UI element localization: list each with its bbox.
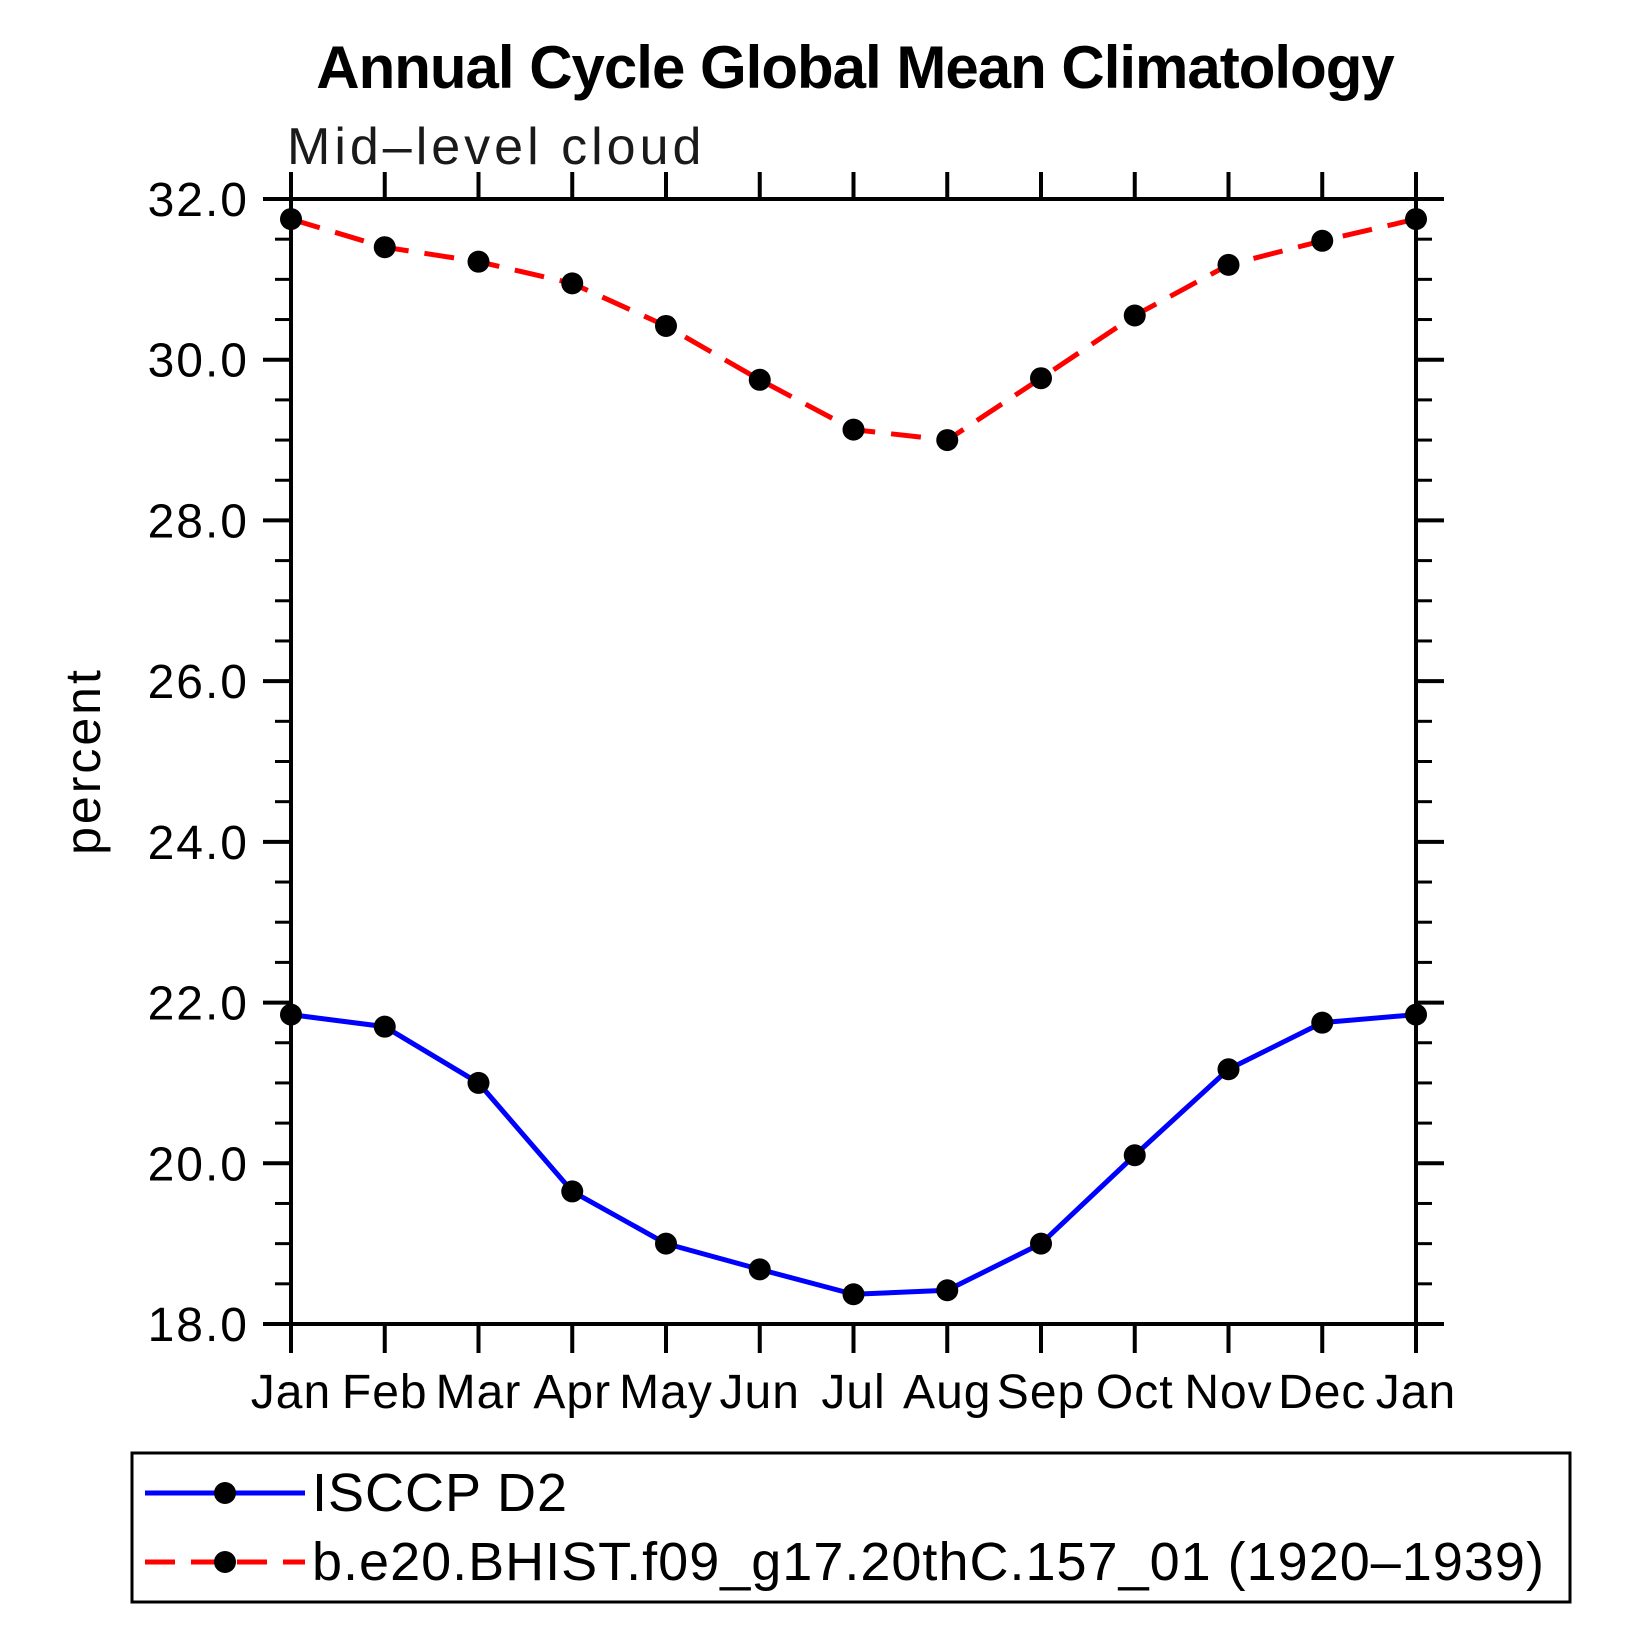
y-axis-ticks bbox=[263, 197, 1444, 1326]
series-line-model bbox=[290, 216, 1417, 443]
series-line-obs bbox=[290, 1012, 1417, 1297]
data-point-marker bbox=[561, 272, 584, 295]
data-point-marker bbox=[748, 1258, 771, 1281]
y-tick-labels: 18.0 20.0 22.0 24.0 26.0 28.0 30.0 32.0 bbox=[148, 174, 249, 1352]
y-tick-label: 20.0 bbox=[148, 1138, 249, 1191]
legend-border bbox=[130, 1451, 1572, 1604]
data-point-marker bbox=[655, 1232, 677, 1255]
y-tick-label: 28.0 bbox=[148, 495, 249, 548]
data-point-marker bbox=[1123, 1144, 1146, 1167]
plot-border bbox=[289, 197, 1418, 1326]
y-tick-label: 24.0 bbox=[148, 817, 249, 870]
legend-label: ISCCP D2 bbox=[312, 1463, 568, 1523]
data-point-marker bbox=[280, 1003, 302, 1026]
legend: ISCCP D2 b.e20.BHIST.f09_g17.20thC.157_01… bbox=[130, 1451, 1572, 1604]
x-tick-label: Oct bbox=[1096, 1366, 1174, 1419]
data-point-marker bbox=[280, 208, 302, 231]
y-tick-label: 22.0 bbox=[148, 978, 249, 1031]
x-tick-label: Aug bbox=[903, 1366, 991, 1419]
data-point-marker bbox=[373, 1015, 396, 1038]
legend-marker bbox=[214, 1482, 236, 1504]
x-tick-label: Nov bbox=[1184, 1366, 1272, 1419]
y-axis-title: percent bbox=[55, 667, 111, 855]
data-point-marker bbox=[1405, 208, 1427, 231]
x-tick-label: Jan bbox=[251, 1366, 331, 1419]
data-point-marker bbox=[936, 429, 959, 452]
data-point-marker bbox=[936, 1279, 959, 1302]
data-point-marker bbox=[1405, 1003, 1427, 1026]
x-tick-label: Dec bbox=[1278, 1366, 1366, 1419]
data-point-marker bbox=[842, 418, 865, 441]
y-tick-label: 30.0 bbox=[148, 335, 249, 388]
data-point-marker bbox=[1123, 304, 1146, 327]
data-point-marker bbox=[467, 1071, 490, 1094]
y-tick-label: 32.0 bbox=[148, 174, 249, 227]
x-tick-label: Jan bbox=[1376, 1366, 1456, 1419]
x-tick-label: Jul bbox=[821, 1366, 885, 1419]
data-point-marker bbox=[1030, 1232, 1052, 1255]
chart-title: Annual Cycle Global Mean Climatology bbox=[316, 34, 1395, 101]
data-point-marker bbox=[561, 1180, 584, 1203]
data-series bbox=[280, 208, 1427, 1306]
data-point-marker bbox=[842, 1283, 865, 1306]
x-tick-label: Jun bbox=[720, 1366, 800, 1419]
x-tick-labels: Jan Feb Mar Apr May Jun Jul Aug Sep Oct Nov Dec Jan bbox=[251, 1366, 1456, 1419]
y-tick-label: 26.0 bbox=[148, 656, 249, 709]
legend-marker bbox=[214, 1551, 236, 1573]
x-tick-label: Sep bbox=[997, 1366, 1085, 1419]
data-point-marker bbox=[1030, 367, 1052, 390]
y-tick-label: 18.0 bbox=[148, 1299, 249, 1352]
data-point-marker bbox=[1311, 229, 1334, 252]
x-tick-label: Apr bbox=[533, 1366, 611, 1419]
x-axis-ticks bbox=[289, 172, 1418, 1353]
data-point-marker bbox=[1217, 1058, 1240, 1081]
x-tick-label: Mar bbox=[436, 1366, 522, 1419]
data-point-marker bbox=[1217, 253, 1240, 276]
data-point-marker bbox=[373, 236, 396, 259]
data-point-marker bbox=[1311, 1011, 1334, 1034]
data-point-marker bbox=[655, 314, 677, 337]
data-point-marker bbox=[467, 250, 490, 273]
legend-label: b.e20.BHIST.f09_g17.20thC.157_01 (1920–1… bbox=[312, 1532, 1545, 1592]
chart-subtitle: Mid–level cloud bbox=[287, 118, 705, 176]
data-point-marker bbox=[748, 368, 771, 391]
plot-frame bbox=[289, 197, 1418, 1326]
x-tick-label: May bbox=[619, 1366, 713, 1419]
x-tick-label: Feb bbox=[342, 1366, 428, 1419]
